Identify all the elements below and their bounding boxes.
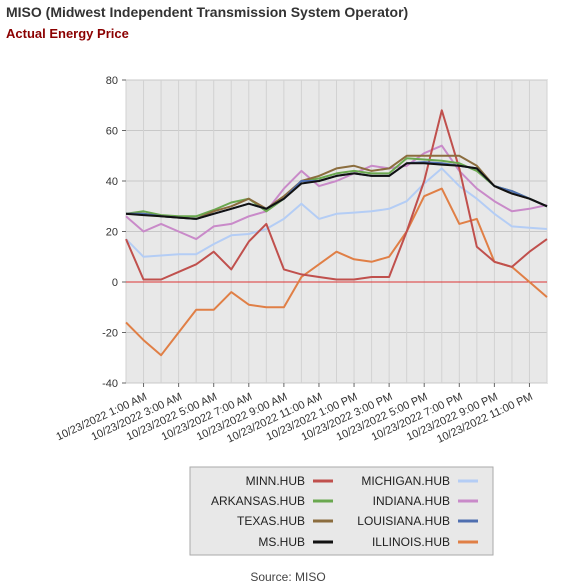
y-tick-label: -40 [102,378,118,390]
legend-label: ILLINOIS.HUB [372,535,450,549]
chart-subtitle: Actual Energy Price [6,26,129,41]
y-tick-label: 0 [112,277,118,289]
series-line-illinois-hub [125,187,548,357]
series-line-indiana-hub [125,144,548,241]
y-tick-label: 20 [106,227,118,239]
series-line-michigan-hub [125,167,548,258]
y-tick-label: 80 [106,75,118,87]
legend-label: MINN.HUB [246,474,305,488]
chart-title: MISO (Midwest Independent Transmission S… [6,4,409,20]
line-chart: -40 -20 0 20 40 60 80 10/23/2022 1:00 AM10/23/… [54,75,548,556]
y-tick-label: -20 [102,328,118,340]
legend-label: TEXAS.HUB [237,514,305,528]
y-tick-label: 40 [106,176,118,188]
legend-box [189,466,494,556]
y-tick-label: 60 [106,126,118,138]
legend-label: INDIANA.HUB [373,494,450,508]
series-line-arkansas-hub [125,157,548,218]
legend-label: MICHIGAN.HUB [361,474,450,488]
series-line-minn-hub [125,109,548,281]
grid-lines [125,79,548,384]
legend-label: ARKANSAS.HUB [211,494,305,508]
legend-label: MS.HUB [258,535,305,549]
legend-label: LOUISIANA.HUB [357,514,450,528]
source-note: Source: MISO [250,570,326,584]
legend: MINN.HUB MICHIGAN.HUB ARKANSAS.HUB INDIANA.… [189,466,494,556]
series-line-ms-hub [125,162,548,220]
y-axis: -40 -20 0 20 40 60 80 [102,75,126,390]
series-lines [125,109,548,357]
